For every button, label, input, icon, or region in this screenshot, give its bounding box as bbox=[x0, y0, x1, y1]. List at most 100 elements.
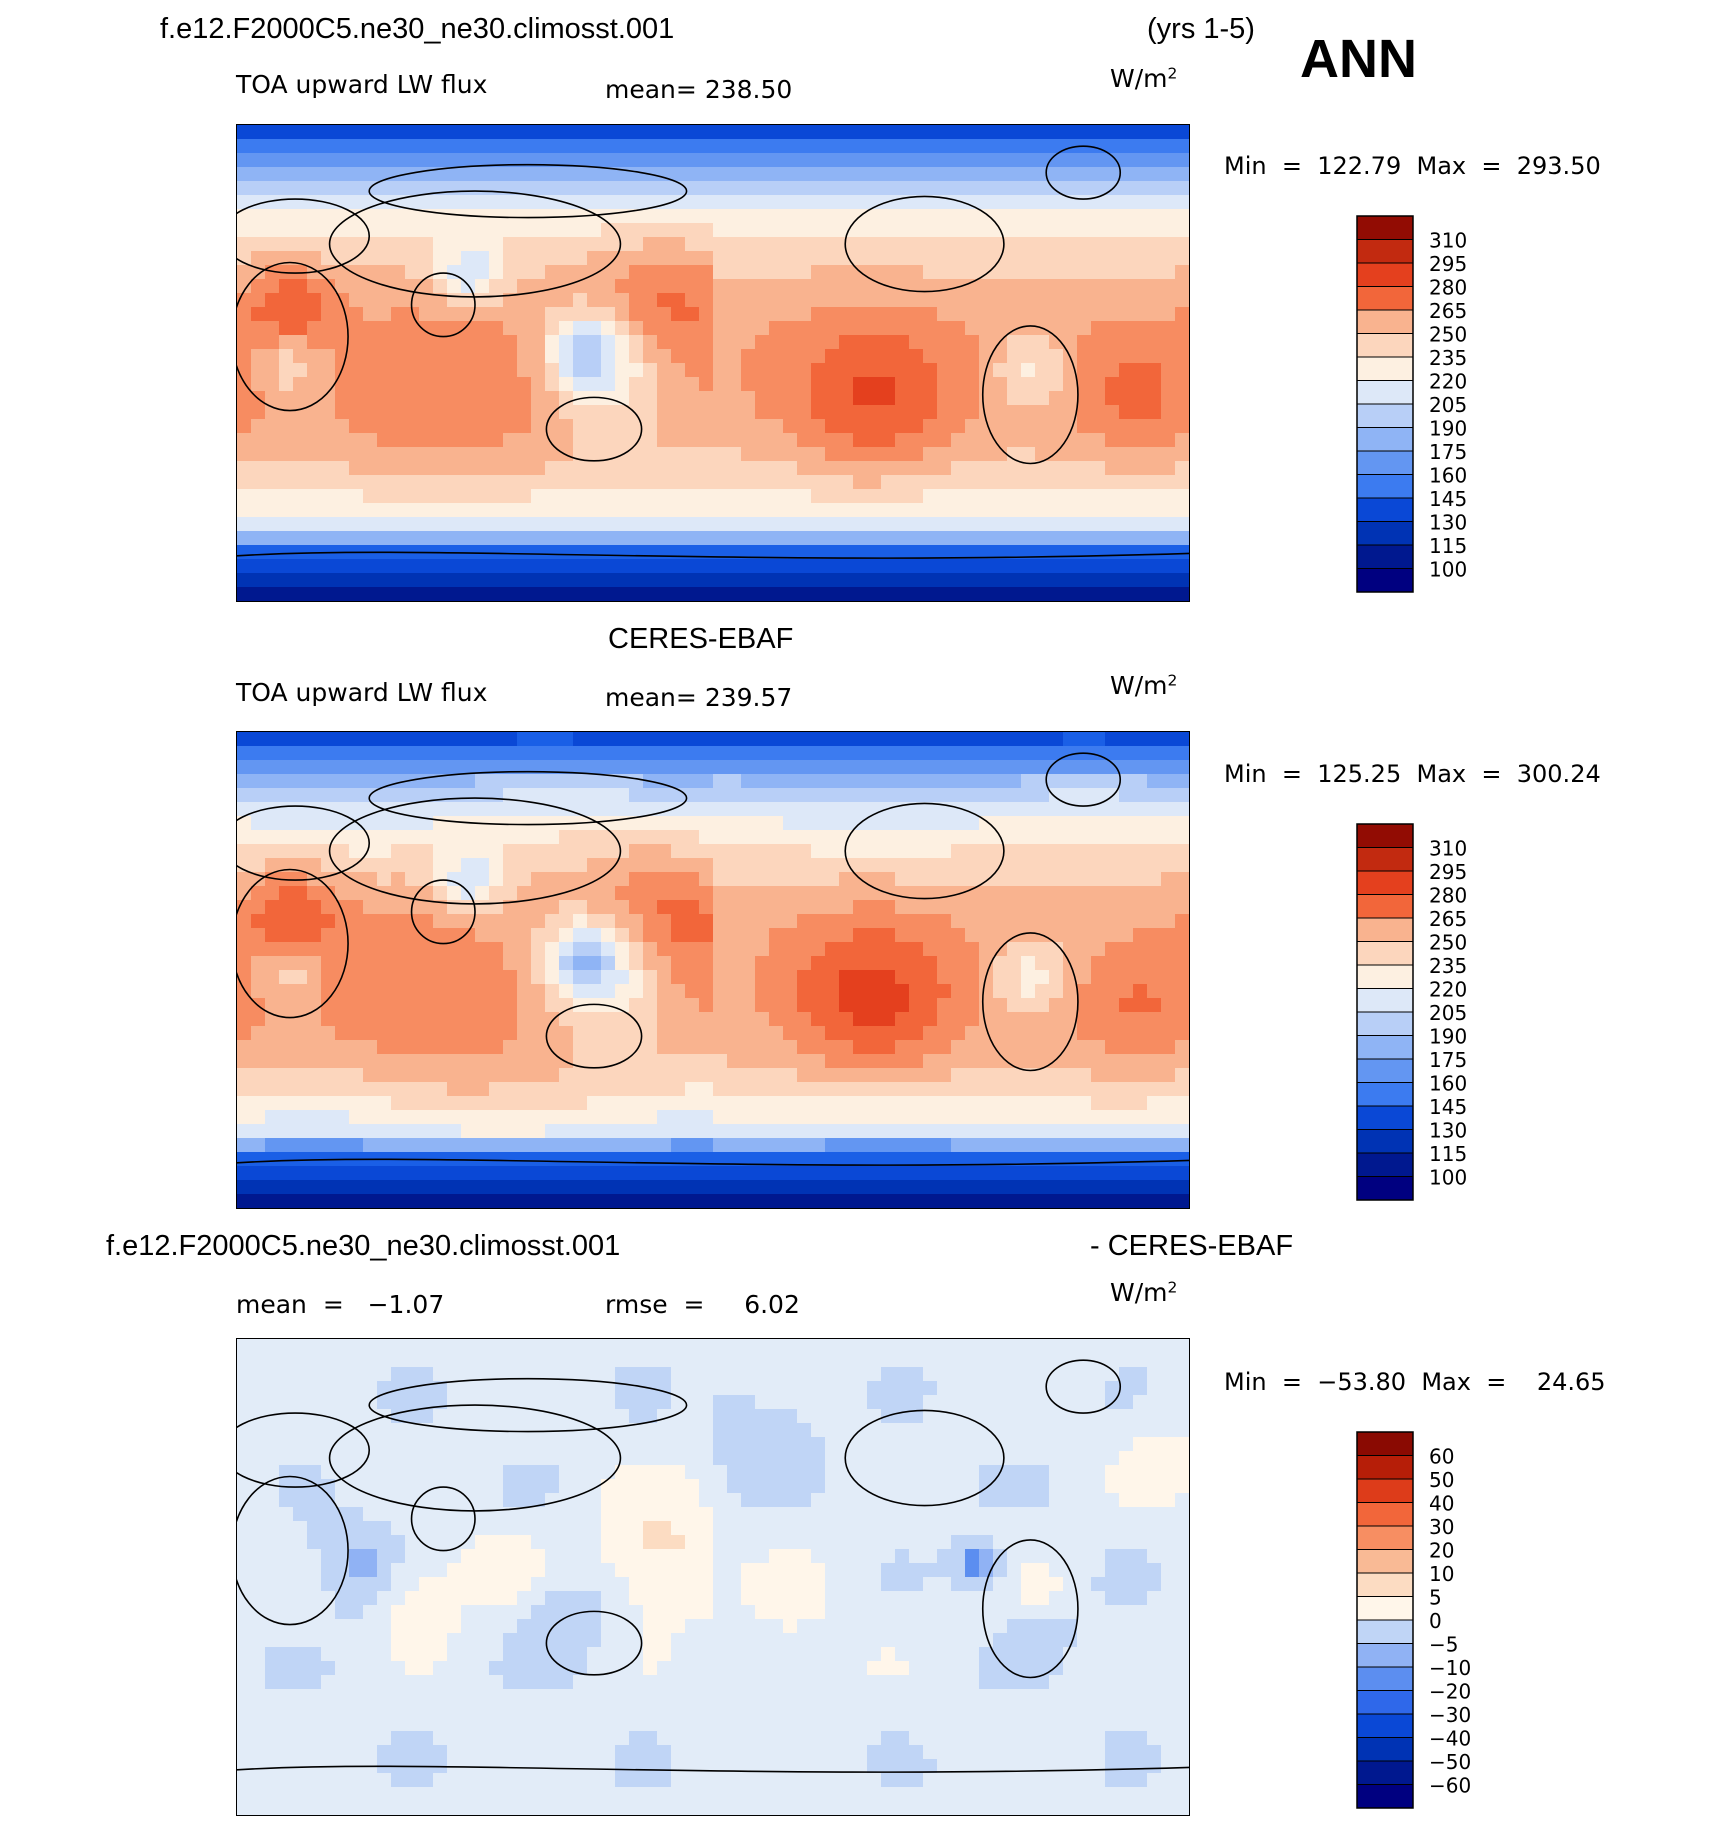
map-cell bbox=[671, 858, 686, 873]
map-cell bbox=[1147, 349, 1162, 364]
map-cell bbox=[909, 1152, 924, 1167]
map-cell bbox=[573, 788, 588, 803]
map-cell bbox=[1063, 844, 1078, 859]
map-cell bbox=[573, 1124, 588, 1139]
map-cell bbox=[531, 265, 546, 280]
map-cell bbox=[1161, 1054, 1176, 1069]
map-cell bbox=[755, 209, 770, 224]
map-svg bbox=[220, 732, 1190, 1209]
map-cell bbox=[377, 419, 392, 434]
map-cell bbox=[279, 984, 294, 999]
map-cell bbox=[573, 1367, 588, 1382]
map-cell bbox=[615, 1068, 630, 1083]
map-cell bbox=[965, 998, 980, 1013]
map-cell bbox=[237, 545, 252, 560]
map-cell bbox=[391, 335, 406, 350]
map-cell bbox=[349, 1367, 364, 1382]
map-cell bbox=[783, 1353, 798, 1368]
map-cell bbox=[783, 545, 798, 560]
map-cell bbox=[447, 293, 462, 308]
map-cell bbox=[1133, 405, 1148, 420]
map-cell bbox=[741, 1353, 756, 1368]
map-cell bbox=[447, 858, 462, 873]
map-cell bbox=[321, 942, 336, 957]
map-cell bbox=[335, 335, 350, 350]
map-cell bbox=[377, 181, 392, 196]
map-cell bbox=[937, 125, 952, 140]
map-cell bbox=[307, 489, 322, 504]
map-cell bbox=[587, 1180, 602, 1195]
map-cell bbox=[1063, 531, 1078, 546]
map-cell bbox=[657, 489, 672, 504]
map-cell bbox=[839, 545, 854, 560]
map-cell bbox=[713, 886, 728, 901]
map-cell bbox=[1077, 517, 1092, 532]
map-cell bbox=[461, 559, 476, 574]
map-cell bbox=[279, 1040, 294, 1055]
map-cell bbox=[867, 517, 882, 532]
map-cell bbox=[923, 195, 938, 210]
map-cell bbox=[643, 984, 658, 999]
map-cell bbox=[405, 195, 420, 210]
map-cell bbox=[881, 872, 896, 887]
map-cell bbox=[769, 181, 784, 196]
map-cell bbox=[531, 1054, 546, 1069]
map-cell bbox=[1035, 419, 1050, 434]
map-cell bbox=[951, 1138, 966, 1153]
map-cell bbox=[335, 587, 350, 602]
map-cell bbox=[909, 802, 924, 817]
map-cell bbox=[783, 956, 798, 971]
map-cell bbox=[1133, 942, 1148, 957]
map-cell bbox=[293, 559, 308, 574]
map-cell bbox=[895, 265, 910, 280]
map-cell bbox=[265, 181, 280, 196]
map-cell bbox=[1049, 377, 1064, 392]
map-cell bbox=[769, 475, 784, 490]
map-cell bbox=[671, 545, 686, 560]
map-cell bbox=[615, 1026, 630, 1041]
map-cell bbox=[1147, 279, 1162, 294]
map-cell bbox=[335, 1367, 350, 1382]
map-cell bbox=[377, 816, 392, 831]
map-cell bbox=[937, 928, 952, 943]
map-cell bbox=[671, 293, 686, 308]
map-cell bbox=[741, 872, 756, 887]
map-cell bbox=[419, 886, 434, 901]
map-cell bbox=[965, 1124, 980, 1139]
map-cell bbox=[433, 1082, 448, 1097]
map-cell bbox=[1077, 1054, 1092, 1069]
map-cell bbox=[727, 251, 742, 266]
map-cell bbox=[573, 1110, 588, 1125]
map-cell bbox=[531, 900, 546, 915]
map-cell bbox=[755, 349, 770, 364]
map-cell bbox=[251, 461, 266, 476]
map-cell bbox=[1105, 942, 1120, 957]
map-cell bbox=[979, 788, 994, 803]
map-cell bbox=[615, 746, 630, 761]
map-cell bbox=[265, 419, 280, 434]
map-cell bbox=[741, 858, 756, 873]
map-cell bbox=[1049, 1096, 1064, 1111]
map-cell bbox=[559, 461, 574, 476]
map-cell bbox=[489, 872, 504, 887]
map-cell bbox=[699, 1353, 714, 1368]
map-cell bbox=[783, 1152, 798, 1167]
map-cell bbox=[895, 461, 910, 476]
map-cell bbox=[937, 391, 952, 406]
map-cell bbox=[433, 265, 448, 280]
map-cell bbox=[979, 335, 994, 350]
map-cell bbox=[377, 265, 392, 280]
map-cell bbox=[811, 900, 826, 915]
map-cell bbox=[1091, 914, 1106, 929]
map-cell bbox=[797, 237, 812, 252]
map-cell bbox=[1007, 363, 1022, 378]
map-cell bbox=[643, 760, 658, 775]
map-cell bbox=[895, 732, 910, 747]
map-cell bbox=[769, 587, 784, 602]
map-cell bbox=[433, 746, 448, 761]
map-cell bbox=[671, 335, 686, 350]
map-cell bbox=[517, 503, 532, 518]
eq: = bbox=[1486, 1368, 1507, 1396]
map-cell bbox=[1133, 984, 1148, 999]
map-cell bbox=[265, 998, 280, 1013]
